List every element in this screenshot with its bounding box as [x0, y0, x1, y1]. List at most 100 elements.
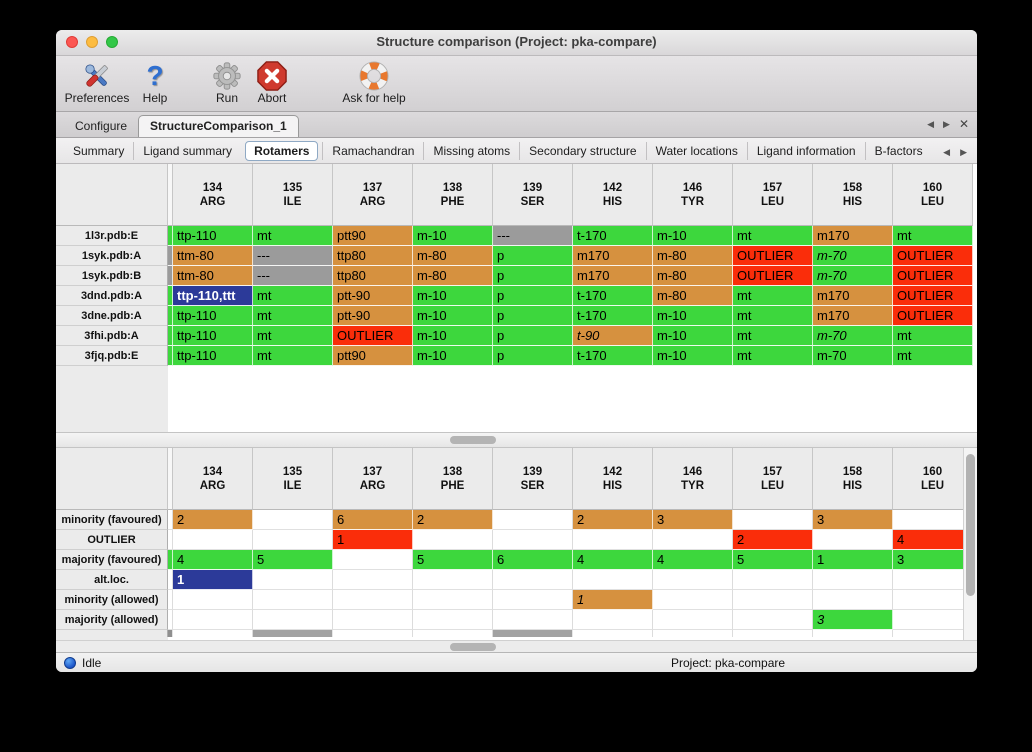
rotamer-cell[interactable]: m-10 [653, 306, 733, 326]
count-cell[interactable] [253, 570, 333, 590]
rotamer-cell[interactable]: m170 [813, 286, 893, 306]
count-cell[interactable] [253, 590, 333, 610]
rotamer-cell[interactable]: OUTLIER [333, 326, 413, 346]
rotamer-cell[interactable]: t-170 [573, 306, 653, 326]
count-cell[interactable] [893, 570, 973, 590]
count-cell[interactable] [653, 590, 733, 610]
help-button[interactable]: ? Help [132, 56, 178, 105]
count-cell[interactable]: 2 [173, 510, 253, 530]
count-cell[interactable] [893, 610, 973, 630]
rotamer-cell[interactable]: OUTLIER [733, 246, 813, 266]
rotamer-cell[interactable]: --- [253, 266, 333, 286]
rotamer-cell[interactable]: mt [253, 306, 333, 326]
tab-summary[interactable]: Summary [73, 143, 125, 158]
rotamer-cell[interactable]: mt [253, 226, 333, 246]
rotamer-cell[interactable]: ttp-110 [173, 226, 253, 246]
count-cell[interactable] [733, 590, 813, 610]
rotamer-cell[interactable]: p [493, 246, 573, 266]
rotamer-cell[interactable]: m-10 [653, 326, 733, 346]
count-cell[interactable] [733, 610, 813, 630]
count-cell[interactable]: 5 [733, 550, 813, 570]
rotamer-cell[interactable]: --- [493, 226, 573, 246]
rotamer-cell[interactable]: ttp80 [333, 246, 413, 266]
count-cell[interactable] [493, 570, 573, 590]
rotamer-cell[interactable]: p [493, 326, 573, 346]
rotamer-cell[interactable]: m-80 [653, 246, 733, 266]
tab-b-factors[interactable]: B-factors [864, 141, 932, 160]
rotamer-cell[interactable]: ttp-110,ttt [173, 286, 253, 306]
rotamer-cell[interactable]: p [493, 266, 573, 286]
close-window-button[interactable] [66, 36, 78, 48]
rotamer-cell[interactable]: p [493, 346, 573, 366]
rotamer-cell[interactable]: t-170 [573, 346, 653, 366]
rotamer-cell[interactable]: OUTLIER [893, 266, 973, 286]
rotamer-cell[interactable]: mt [893, 326, 973, 346]
count-cell[interactable] [333, 550, 413, 570]
count-cell[interactable]: 1 [333, 530, 413, 550]
rotamer-cell[interactable]: m170 [573, 266, 653, 286]
count-cell[interactable] [733, 570, 813, 590]
count-cell[interactable] [573, 630, 653, 637]
subtab-scroll-right-button[interactable]: ▶ [960, 147, 967, 157]
rotamer-cell[interactable]: ptt90 [333, 226, 413, 246]
count-cell[interactable]: 6 [333, 510, 413, 530]
count-cell[interactable]: 2 [733, 530, 813, 550]
rotamer-cell[interactable]: mt [733, 346, 813, 366]
rotamer-cell[interactable]: ptt-90 [333, 306, 413, 326]
tab-water-locations[interactable]: Water locations [645, 141, 747, 160]
rotamer-cell[interactable]: ttp80 [333, 266, 413, 286]
count-cell[interactable] [573, 530, 653, 550]
tab-scroll-left-button[interactable]: ◀ [927, 119, 935, 129]
count-cell[interactable]: 3 [893, 550, 973, 570]
tab-close-button[interactable]: ✕ [958, 117, 969, 131]
rotamer-cell[interactable]: ptt90 [333, 346, 413, 366]
rotamer-cell[interactable]: m-10 [413, 286, 493, 306]
rotamer-cell[interactable]: ttp-110 [173, 306, 253, 326]
count-cell[interactable] [253, 530, 333, 550]
rotamer-cell[interactable]: m-10 [413, 226, 493, 246]
splitter-handle[interactable] [450, 436, 496, 444]
rotamer-cell[interactable]: p [493, 306, 573, 326]
count-cell[interactable]: 4 [893, 530, 973, 550]
count-cell[interactable] [653, 570, 733, 590]
rotamer-cell[interactable]: mt [733, 286, 813, 306]
count-cell[interactable]: 5 [253, 550, 333, 570]
count-cell[interactable] [893, 630, 973, 637]
count-cell[interactable] [813, 530, 893, 550]
count-cell[interactable] [253, 610, 333, 630]
rotamer-cell[interactable]: m-70 [813, 346, 893, 366]
count-cell[interactable]: 1 [173, 570, 253, 590]
count-cell[interactable]: 3 [813, 610, 893, 630]
run-button[interactable]: Run [206, 56, 248, 105]
scrollbar-thumb[interactable] [966, 454, 975, 596]
count-cell[interactable]: 3 [653, 510, 733, 530]
splitter-handle[interactable] [450, 643, 496, 651]
rotamer-cell[interactable]: mt [253, 326, 333, 346]
count-cell[interactable]: 1 [813, 550, 893, 570]
count-cell[interactable] [493, 590, 573, 610]
count-cell[interactable] [573, 610, 653, 630]
rotamer-cell[interactable]: m-80 [653, 286, 733, 306]
count-cell[interactable] [333, 630, 413, 637]
rotamer-cell[interactable]: mt [733, 226, 813, 246]
rotamer-cell[interactable]: ptt-90 [333, 286, 413, 306]
subtab-scroll-left-button[interactable]: ◀ [943, 147, 951, 157]
rotamer-cell[interactable]: t-90 [573, 326, 653, 346]
rotamer-cell[interactable]: --- [253, 246, 333, 266]
tab-ramachandran[interactable]: Ramachandran [322, 141, 423, 160]
count-cell[interactable]: 5 [413, 550, 493, 570]
count-cell[interactable]: 1 [573, 590, 653, 610]
tab-ligand-summary[interactable]: Ligand summary [133, 141, 241, 160]
rotamer-cell[interactable]: ttm-80 [173, 246, 253, 266]
count-cell[interactable] [653, 530, 733, 550]
count-cell[interactable] [733, 630, 813, 637]
rotamer-cell[interactable]: OUTLIER [733, 266, 813, 286]
zoom-window-button[interactable] [106, 36, 118, 48]
count-cell[interactable] [333, 590, 413, 610]
count-cell[interactable]: 6 [493, 550, 573, 570]
rotamer-cell[interactable]: m-10 [653, 346, 733, 366]
rotamer-cell[interactable]: m-70 [813, 266, 893, 286]
tab-configure[interactable]: Configure [75, 119, 128, 133]
tab-scroll-right-button[interactable]: ▶ [943, 119, 950, 129]
count-cell[interactable] [173, 630, 253, 637]
